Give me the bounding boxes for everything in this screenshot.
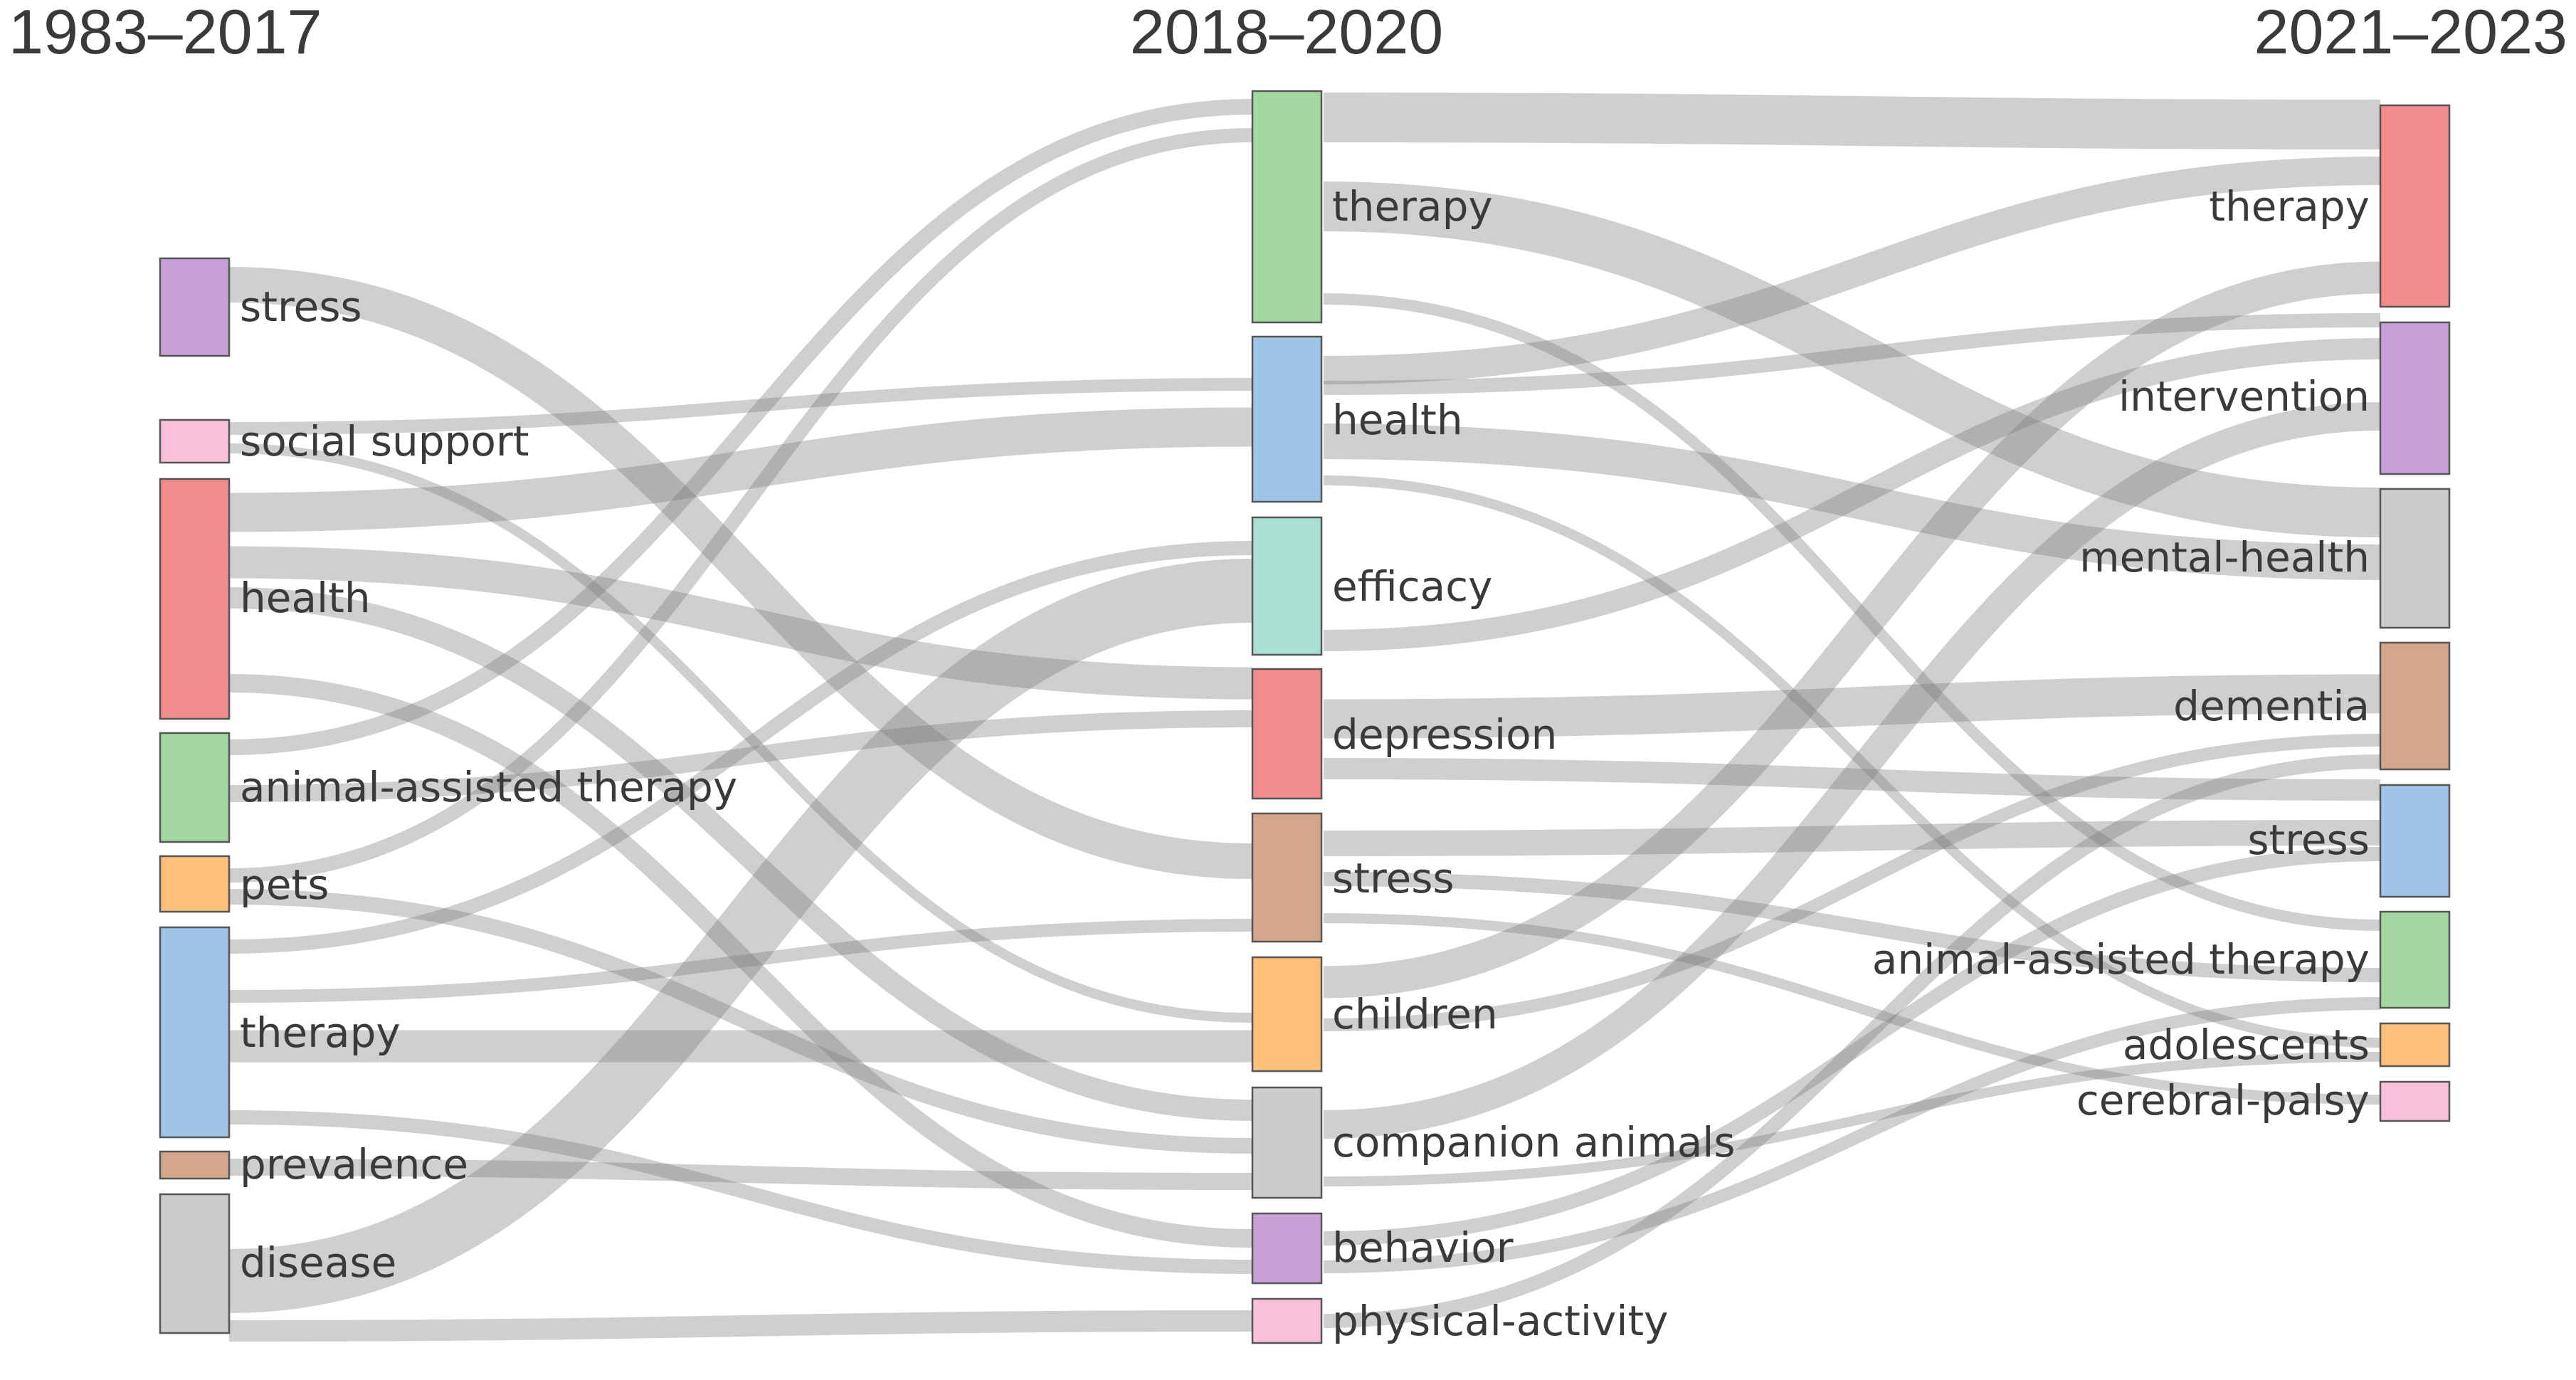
flow-health-to-depression (228, 546, 1253, 700)
flow-physical-activity-to-dementia (1323, 754, 2381, 1328)
node-prevalence[interactable] (159, 1150, 231, 1180)
node-stress[interactable] (159, 257, 231, 357)
node-stress[interactable] (1251, 812, 1323, 943)
flow-prevalence-to-companion-animals (228, 1159, 1253, 1190)
flow-children-to-therapy (1323, 261, 2381, 999)
flow-efficacy-to-intervention (1323, 338, 2381, 651)
flow-aat-to-therapy (228, 99, 1253, 755)
flows-period-2-to-3 (1323, 93, 2381, 1328)
node-adolescents[interactable] (2379, 1022, 2451, 1068)
node-label-depression: depression (1332, 710, 1557, 759)
node-label-mental-health: mental-health (2079, 533, 2370, 581)
node-label-health: health (1332, 396, 1463, 444)
flow-health-to-intervention (1323, 313, 2381, 395)
flow-social-support-to-children (228, 443, 1253, 1023)
flow-depression-to-stress (1323, 758, 2381, 801)
node-efficacy[interactable] (1251, 516, 1323, 656)
node-stress[interactable] (2379, 784, 2451, 898)
flow-companion-animals-to-intervention (1323, 402, 2381, 1139)
period-header-3: 2021–2023 (2254, 0, 2567, 67)
node-animal-assisted-therapy[interactable] (2379, 910, 2451, 1009)
node-label-therapy: therapy (2209, 182, 2370, 231)
flow-therapy-to-efficacy (228, 541, 1253, 954)
flow-therapy-to-aat (1323, 293, 2381, 931)
node-pets[interactable] (159, 855, 231, 913)
node-label-physical-activity: physical-activity (1332, 1297, 1669, 1345)
node-therapy[interactable] (2379, 104, 2451, 308)
node-companion-animals[interactable] (1251, 1086, 1323, 1199)
flow-stress-to-cerebral-palsy (1323, 913, 2381, 1105)
column-1983-2017: stress social support health animal-assi… (159, 257, 737, 1334)
node-physical-activity[interactable] (1251, 1297, 1323, 1344)
flow-stress-to-stress (228, 267, 1253, 879)
node-label-stress: stress (1332, 854, 1455, 902)
column-2021-2023: therapy intervention mental-health demen… (1872, 104, 2451, 1124)
flows-period-1-to-2 (228, 99, 1253, 1342)
flow-pets-to-therapy (228, 128, 1253, 883)
node-label-animal-assisted-therapy: animal-assisted therapy (1872, 935, 2370, 984)
flow-children-to-dementia (1323, 734, 2381, 1031)
flow-behavior-to-aat (1323, 997, 2381, 1273)
node-label-disease: disease (240, 1238, 396, 1287)
flow-therapy-to-therapy (1323, 93, 2381, 149)
flow-companion-animals-to-adolescents (1323, 1052, 2381, 1186)
node-label-therapy: therapy (1332, 182, 1493, 231)
flow-health-to-mental-health (1323, 423, 2381, 580)
period-header-1: 1983–2017 (9, 0, 322, 67)
node-disease[interactable] (159, 1193, 231, 1334)
flow-therapy-to-behavior (228, 1110, 1253, 1274)
flow-health-to-behavior (228, 674, 1253, 1248)
node-label-prevalence: prevalence (240, 1140, 468, 1189)
node-label-health: health (240, 574, 371, 622)
flow-health-to-therapy (1323, 157, 2381, 384)
node-children[interactable] (1251, 956, 1323, 1073)
node-label-adolescents: adolescents (2123, 1021, 2370, 1069)
node-health[interactable] (1251, 335, 1323, 503)
flow-stress-to-aat (1323, 872, 2381, 982)
flow-stress-to-stress (1323, 820, 2381, 856)
flow-therapy-to-stress (228, 919, 1253, 1003)
node-animal-assisted-therapy[interactable] (159, 732, 231, 843)
flow-health-to-health (228, 407, 1253, 532)
node-label-pets: pets (240, 860, 329, 909)
node-therapy[interactable] (1251, 90, 1323, 324)
node-label-social-support: social support (240, 417, 529, 465)
node-cerebral-palsy[interactable] (2379, 1080, 2451, 1122)
flow-therapy-to-mental-health (1323, 181, 2381, 537)
node-label-efficacy: efficacy (1332, 562, 1492, 611)
flow-health-to-adolescents (1323, 475, 2381, 1048)
flow-disease-to-physical-activity (228, 1310, 1253, 1342)
node-label-stress: stress (2247, 816, 2370, 864)
node-therapy[interactable] (159, 926, 231, 1139)
column-2018-2020: therapy health efficacy depression stres… (1251, 90, 1736, 1345)
node-dementia[interactable] (2379, 641, 2451, 771)
flow-social-support-to-health (228, 378, 1253, 435)
node-label-stress: stress (240, 283, 362, 331)
node-label-children: children (1332, 990, 1498, 1038)
node-social-support[interactable] (159, 418, 231, 464)
flow-health-to-companion-animals (228, 587, 1253, 1121)
node-label-therapy: therapy (240, 1008, 401, 1057)
period-headers: 1983–2017 2018–2020 2021–2023 (9, 0, 2567, 67)
flow-pets-to-companion-animals (228, 889, 1253, 1154)
node-behavior[interactable] (1251, 1212, 1323, 1285)
node-intervention[interactable] (2379, 321, 2451, 475)
node-label-behavior: behavior (1332, 1223, 1514, 1272)
flow-behavior-to-stress (1323, 847, 2381, 1245)
node-label-animal-assisted-therapy: animal-assisted therapy (240, 763, 737, 811)
node-label-cerebral-palsy: cerebral-palsy (2076, 1076, 2370, 1124)
node-label-intervention: intervention (2118, 372, 2370, 421)
node-mental-health[interactable] (2379, 488, 2451, 629)
period-header-2: 2018–2020 (1130, 0, 1443, 67)
flow-disease-to-efficacy (228, 559, 1253, 1313)
flow-aat-to-depression (228, 710, 1253, 802)
node-health[interactable] (159, 478, 231, 720)
node-label-companion-animals: companion animals (1332, 1118, 1736, 1166)
flow-depression-to-dementia (1323, 674, 2381, 739)
node-label-dementia: dementia (2173, 682, 2370, 730)
node-depression[interactable] (1251, 668, 1323, 800)
